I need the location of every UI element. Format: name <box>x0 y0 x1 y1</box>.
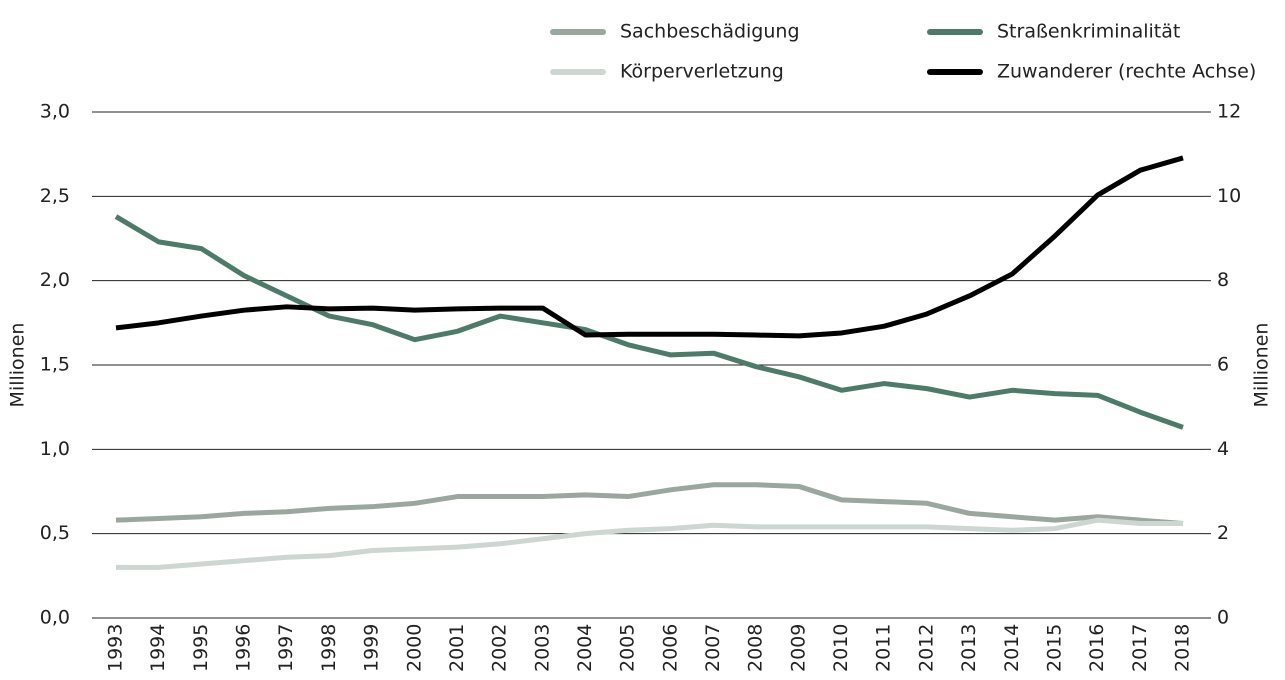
y-tick-label: 2,0 <box>40 269 70 291</box>
y2-tick-label: 0 <box>1217 607 1229 629</box>
legend-label: Straßenkriminalität <box>997 21 1180 43</box>
y2-tick-label: 12 <box>1217 101 1241 123</box>
x-tick-label: 2008 <box>745 624 767 672</box>
x-tick-label: 2016 <box>1086 624 1108 672</box>
x-tick-label: 1997 <box>275 624 297 672</box>
x-tick-label: 1996 <box>233 624 255 672</box>
x-tick-label: 2010 <box>830 624 852 672</box>
x-tick-label: 2004 <box>574 624 596 672</box>
y-tick-label: 1,5 <box>40 354 70 376</box>
x-tick-label: 2005 <box>617 624 639 672</box>
x-tick-label: 2013 <box>958 624 980 672</box>
x-tick-label: 1999 <box>361 624 383 672</box>
y-tick-label: 2,5 <box>40 185 70 207</box>
x-tick-label: 2001 <box>446 624 468 672</box>
y-tick-label: 0,5 <box>40 522 70 544</box>
y2-tick-label: 2 <box>1217 522 1229 544</box>
series-line <box>115 155 1184 339</box>
x-tick-label: 2018 <box>1172 624 1194 672</box>
x-tick-label: 2012 <box>915 624 937 672</box>
y2-tick-label: 4 <box>1217 438 1229 460</box>
legend-label: Sachbeschädigung <box>620 21 800 43</box>
series-line <box>116 517 1183 570</box>
x-tick-label: 2015 <box>1043 624 1065 672</box>
y-tick-label: 3,0 <box>40 101 70 123</box>
y-tick-label: 1,0 <box>40 438 70 460</box>
y-axis-label: Millionen <box>7 323 29 408</box>
x-tick-label: 2007 <box>702 624 724 672</box>
y2-tick-label: 8 <box>1217 269 1229 291</box>
y-tick-label: 0,0 <box>40 607 70 629</box>
series-line <box>114 214 1184 430</box>
x-tick-label: 2014 <box>1001 624 1023 672</box>
x-tick-label: 2006 <box>659 624 681 672</box>
legend-label: Zuwanderer (rechte Achse) <box>997 61 1256 83</box>
x-tick-label: 2002 <box>489 624 511 672</box>
y2-axis-label: Millionen <box>1251 323 1273 408</box>
legend-label: Körperverletzung <box>620 61 784 83</box>
x-tick-label: 2009 <box>787 624 809 672</box>
series-line <box>115 482 1184 527</box>
x-tick-label: 1993 <box>105 624 127 672</box>
x-tick-label: 2000 <box>403 624 425 672</box>
x-tick-label: 1998 <box>318 624 340 672</box>
x-tick-label: 2003 <box>531 624 553 672</box>
x-tick-label: 1994 <box>147 624 169 672</box>
y2-tick-label: 10 <box>1217 185 1241 207</box>
x-tick-label: 1995 <box>190 624 212 672</box>
x-tick-label: 2011 <box>873 624 895 672</box>
x-tick-label: 2017 <box>1129 624 1151 672</box>
y2-tick-label: 6 <box>1217 354 1229 376</box>
